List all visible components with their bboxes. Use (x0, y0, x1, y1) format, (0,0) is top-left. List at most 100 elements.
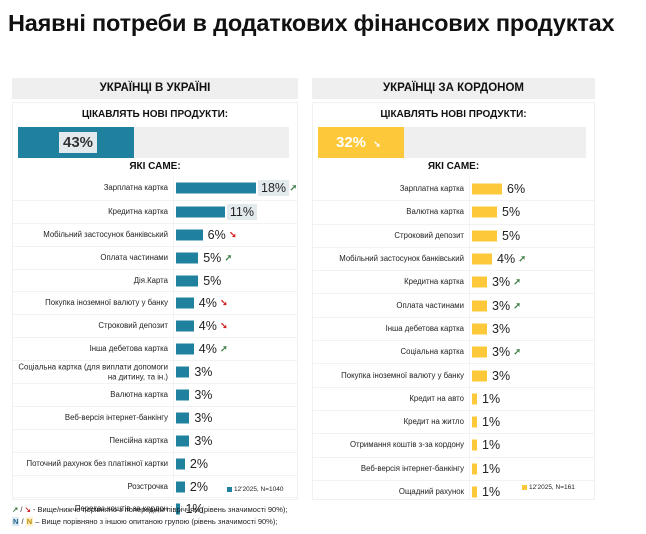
bar-value-label: 1% (482, 461, 501, 476)
bar-value-label: 18% (258, 180, 290, 197)
trend-up-icon: ➚ (220, 343, 228, 354)
interest-value-label: 43% (59, 132, 98, 153)
interest-value-label: 32% ➘ (332, 132, 385, 153)
bar-row: Веб-версія інтернет-банкінгу 3% (13, 405, 297, 429)
bar-category-label: Покупка іноземної валюту у банку (341, 370, 464, 380)
bar-value-label: 5% (203, 273, 222, 288)
bar-category-label: Валютна картка (406, 207, 464, 217)
trend-down-icon: ➘ (220, 297, 228, 308)
interest-bar-track: 43% (18, 127, 289, 158)
bar-category-label: Веб-версія інтернет-банкінгу (64, 412, 168, 422)
bar-row: Інша дебетова картка 4% ➚ (13, 337, 297, 360)
bar-value-label: 3% (194, 365, 213, 380)
bar-row: Соціальна картка 3% ➚ (313, 340, 594, 363)
bar-value-label: 5% (203, 250, 222, 265)
bar-category-label: Кредитна картка (404, 277, 464, 287)
bar-value-label: 1% (185, 502, 204, 517)
legend-swatch (522, 484, 527, 490)
bar (472, 346, 487, 358)
bar-row: Кредит на житло 1% (313, 409, 594, 433)
axis-divider (469, 177, 470, 499)
page-title: Наявні потреби в додаткових фінансових п… (8, 10, 615, 36)
legend: 12'2025, N=161 (522, 484, 575, 491)
bar-category-label: Переказ коштів за кордон (74, 504, 168, 514)
bar (472, 183, 502, 195)
bar-row: Строковий депозит 5% (313, 223, 594, 247)
bar-category-label: Кредит на авто (409, 393, 464, 403)
bar-value-label: 1% (482, 485, 501, 499)
bar-row: Поточний рахунок без платіжної картки 2% (13, 451, 297, 475)
bar-category-label: Інша дебетова картка (385, 324, 464, 334)
interest-label: ЦІКАВЛЯТЬ НОВІ ПРОДУКТИ: (380, 109, 527, 120)
bar (176, 206, 225, 218)
trend-up-icon: ➚ (513, 346, 521, 357)
bar-category-label: Кредитна картка (108, 206, 168, 216)
footnote-trend: ↗ / ↘ - Вище/нижче порівняно з попередні… (12, 505, 287, 514)
bar-category-label: Покупка іноземної валюту у банку (45, 298, 168, 308)
bar-category-label: Соціальна картка (для виплати допомоги н… (18, 362, 168, 382)
bar (472, 300, 487, 312)
legend-swatch (227, 486, 232, 492)
bar-value-label: 1% (482, 438, 501, 453)
trend-up-icon: ➚ (513, 276, 521, 287)
bar (176, 389, 190, 401)
bar-value-label: 4% (198, 296, 217, 311)
bar-row: Соціальна картка (для виплати допомоги н… (13, 360, 297, 383)
panel-header: УКРАЇНЦІ В УКРАЇНІ (12, 78, 298, 99)
bar-category-label: Соціальна картка (400, 347, 465, 357)
bar-row: Покупка іноземної валюту у банку 3% (313, 363, 594, 386)
bar (472, 276, 487, 288)
panel-body: ЦІКАВЛЯТЬ НОВІ ПРОДУКТИ: 32% ➘ ЯКІ САМЕ:… (312, 102, 595, 500)
bar-value-label: 4% (198, 319, 217, 334)
bar-category-label: Оплата частинами (396, 300, 464, 310)
panel-header: УКРАЇНЦІ ЗА КОРДОНОМ (312, 78, 595, 99)
interest-label: ЦІКАВЛЯТЬ НОВІ ПРОДУКТИ: (81, 109, 229, 120)
bar-row: Строковий депозит 4% ➘ (13, 314, 297, 337)
bar-value-label: 11% (226, 203, 257, 220)
bar (176, 481, 185, 493)
bar-category-label: Інша дебетова картка (89, 344, 168, 354)
panel-body: ЦІКАВЛЯТЬ НОВІ ПРОДУКТИ: 43% ЯКІ САМЕ: З… (12, 102, 298, 516)
bar (176, 503, 181, 515)
n-mark-abroad: N (25, 517, 34, 526)
bar-value-label: 3% (492, 275, 511, 290)
footnote-group-text: – Вище порівняно з іншою опитаною групою… (33, 517, 278, 526)
bar-category-label: Поточний рахунок без платіжної картки (26, 458, 169, 468)
bar-category-label: Кредит на житло (403, 417, 464, 427)
bar-row: Ощадний рахунок 1% (313, 479, 594, 503)
footnote-trend-text: - Вище/нижче порівняно з попереднім півр… (30, 505, 288, 514)
bar-category-label: Мобільний застосунок банківський (339, 254, 464, 264)
bar-value-label: 3% (492, 368, 511, 383)
bar-row: Зарплатна картка 6% (313, 177, 594, 200)
interest-trend-icon: ➘ (373, 139, 381, 149)
bar-rows: Зарплатна картка 18% ➚ Кредитна картка 11% Мо… (13, 177, 297, 520)
bar-category-label: Зарплатна картка (103, 183, 168, 193)
bar (176, 229, 203, 241)
bar-row: Пенсійна картка 3% (13, 428, 297, 452)
down-arrow-icon: ↘ (24, 505, 31, 514)
bar-value-label: 4% (497, 252, 516, 267)
interest-bar-fill (318, 127, 405, 158)
bar (472, 253, 492, 265)
bar-row: Кредитна картка 3% ➚ (313, 270, 594, 293)
interest-value: 43% (63, 134, 94, 151)
bar-value-label: 1% (482, 391, 501, 406)
bar (472, 393, 477, 405)
trend-down-icon: ➘ (220, 320, 228, 331)
bar-row: Розстрочка 2% (13, 474, 297, 498)
bar (176, 412, 190, 424)
bar-row: Отримання коштів з-за кордону 1% (313, 433, 594, 456)
bar-row: Мобільний застосунок банківський 6% ➘ (13, 222, 297, 246)
trend-up-icon: ➚ (513, 300, 521, 311)
trend-up-icon: ➚ (518, 253, 526, 264)
bar-row: Мобільний застосунок банківський 4% ➚ (313, 246, 594, 270)
bar-row: Оплата частинами 3% ➚ (313, 293, 594, 316)
bar-category-label: Строковий депозит (98, 321, 168, 331)
n-mark-ukraine: N (12, 517, 20, 526)
bar-row: Кредитна картка 11% (13, 199, 297, 223)
bar-category-label: Ощадний рахунок (398, 487, 464, 497)
bar-row: Покупка іноземної валюту у банку 4% ➘ (13, 291, 297, 314)
bar (472, 416, 477, 428)
bar (176, 366, 190, 378)
bar-value-label: 3% (194, 410, 213, 425)
